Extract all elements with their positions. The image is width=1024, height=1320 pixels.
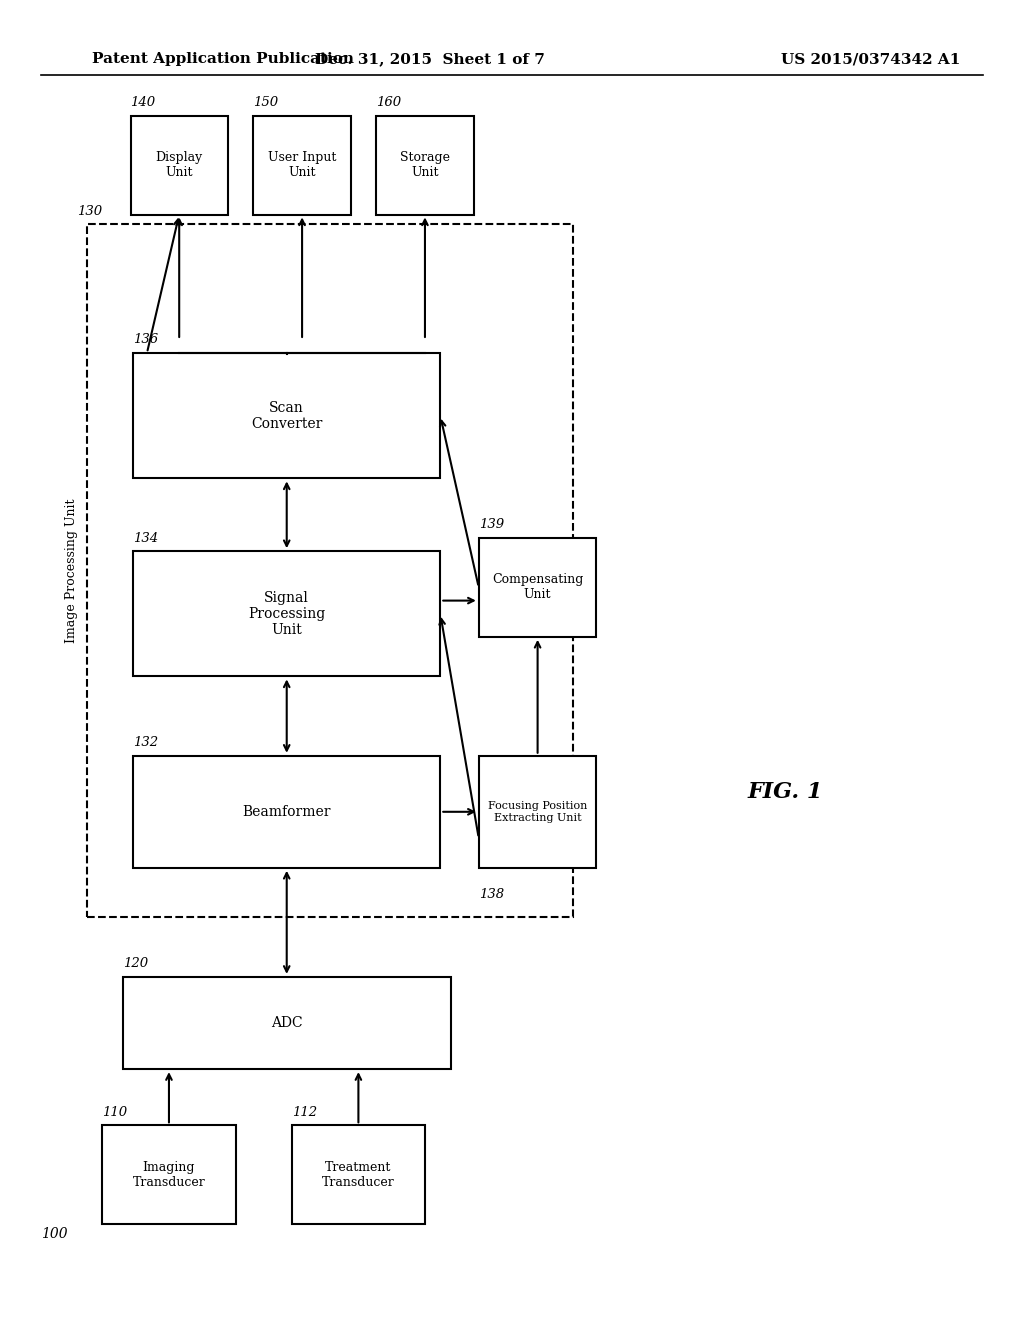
FancyBboxPatch shape — [133, 755, 440, 869]
Text: 110: 110 — [102, 1106, 128, 1119]
FancyBboxPatch shape — [133, 552, 440, 676]
FancyBboxPatch shape — [131, 116, 227, 214]
FancyBboxPatch shape — [479, 755, 596, 869]
Text: Patent Application Publication: Patent Application Publication — [92, 53, 354, 66]
Text: Beamformer: Beamformer — [243, 805, 331, 818]
Text: Scan
Converter: Scan Converter — [251, 401, 323, 430]
FancyBboxPatch shape — [292, 1125, 425, 1225]
Text: 130: 130 — [77, 205, 102, 218]
Text: 150: 150 — [254, 96, 279, 110]
Text: Image Processing Unit: Image Processing Unit — [66, 499, 78, 643]
Text: 140: 140 — [131, 96, 156, 110]
Text: Display
Unit: Display Unit — [156, 150, 203, 180]
Text: 138: 138 — [479, 888, 504, 900]
FancyBboxPatch shape — [254, 116, 350, 214]
Text: User Input
Unit: User Input Unit — [268, 150, 336, 180]
Text: 112: 112 — [292, 1106, 317, 1119]
Text: US 2015/0374342 A1: US 2015/0374342 A1 — [780, 53, 961, 66]
Text: ADC: ADC — [271, 1016, 302, 1030]
Text: Compensating
Unit: Compensating Unit — [492, 573, 584, 602]
Text: 136: 136 — [133, 334, 159, 346]
FancyBboxPatch shape — [377, 116, 473, 214]
FancyBboxPatch shape — [479, 539, 596, 636]
FancyBboxPatch shape — [102, 1125, 236, 1225]
Text: Treatment
Transducer: Treatment Transducer — [322, 1160, 395, 1189]
Text: Signal
Processing
Unit: Signal Processing Unit — [248, 590, 326, 638]
Text: Storage
Unit: Storage Unit — [400, 150, 450, 180]
Text: FIG. 1: FIG. 1 — [748, 781, 823, 803]
Text: Focusing Position
Extracting Unit: Focusing Position Extracting Unit — [487, 801, 588, 822]
Text: 120: 120 — [123, 957, 148, 970]
Text: 160: 160 — [377, 96, 401, 110]
Text: 132: 132 — [133, 737, 159, 750]
Text: 139: 139 — [479, 519, 504, 531]
Text: 100: 100 — [41, 1226, 68, 1241]
Text: 134: 134 — [133, 532, 159, 544]
Text: Imaging
Transducer: Imaging Transducer — [132, 1160, 206, 1189]
Text: Dec. 31, 2015  Sheet 1 of 7: Dec. 31, 2015 Sheet 1 of 7 — [315, 53, 545, 66]
FancyBboxPatch shape — [123, 977, 451, 1069]
FancyBboxPatch shape — [133, 352, 440, 478]
